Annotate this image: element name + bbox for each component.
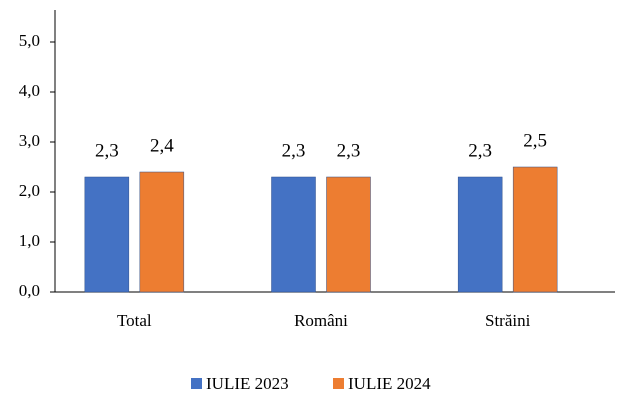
y-tick-label: 3,0 bbox=[19, 131, 40, 150]
x-tick-label: Total bbox=[117, 311, 152, 330]
y-tick-label: 4,0 bbox=[19, 81, 40, 100]
value-label: 2,3 bbox=[95, 140, 119, 161]
y-tick-label: 0,0 bbox=[19, 281, 40, 300]
value-label: 2,3 bbox=[282, 140, 306, 161]
value-label: 2,5 bbox=[523, 130, 547, 151]
legend-swatch bbox=[191, 378, 202, 389]
x-tick-label: Români bbox=[294, 311, 348, 330]
bar bbox=[139, 171, 185, 293]
bar bbox=[457, 176, 503, 293]
legend-label: IULIE 2023 bbox=[206, 374, 289, 393]
value-label: 2,4 bbox=[150, 135, 174, 156]
y-tick-label: 2,0 bbox=[19, 181, 40, 200]
y-tick-label: 1,0 bbox=[19, 231, 40, 250]
bar bbox=[271, 176, 316, 293]
x-tick-label: Străini bbox=[485, 311, 531, 330]
legend-label: IULIE 2024 bbox=[348, 374, 431, 393]
y-tick-label: 5,0 bbox=[19, 31, 40, 50]
bar bbox=[326, 176, 371, 293]
bar bbox=[84, 176, 130, 293]
bar bbox=[512, 166, 558, 293]
value-label: 2,3 bbox=[468, 140, 492, 161]
value-label: 2,3 bbox=[337, 140, 361, 161]
legend-swatch bbox=[333, 378, 344, 389]
